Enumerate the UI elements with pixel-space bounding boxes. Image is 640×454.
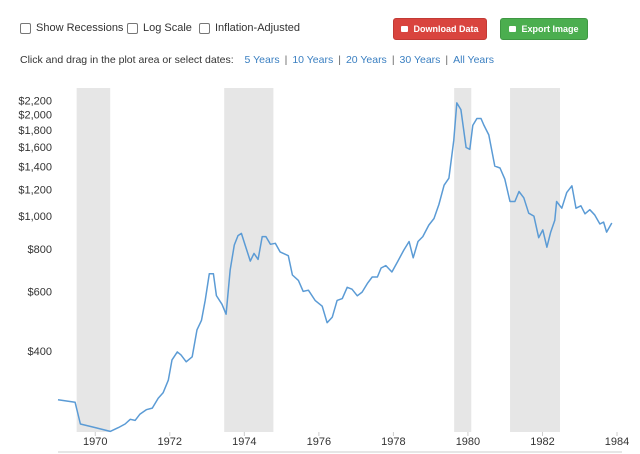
icon — [401, 26, 409, 32]
y-tick-label: $400 — [28, 346, 52, 358]
checkbox[interactable]: Show Recessions — [20, 22, 123, 34]
checkbox-label[interactable]: Log Scale — [143, 22, 192, 34]
checkbox[interactable]: Log Scale — [127, 22, 192, 34]
button-label[interactable]: Download Data — [413, 24, 479, 34]
download-button[interactable]: Download Data — [393, 18, 487, 40]
date-link[interactable]: All Years — [453, 54, 495, 66]
button-label[interactable]: Export Image — [521, 24, 579, 34]
link-separator: | — [284, 54, 288, 66]
date-link[interactable]: 5 Years — [244, 54, 280, 66]
link-separator: | — [445, 54, 449, 66]
recession-band — [510, 88, 560, 432]
date-selector: Click and drag in the plot area or selec… — [20, 54, 494, 66]
x-tick-label: 1978 — [381, 436, 405, 448]
y-tick-label: $1,000 — [18, 211, 52, 223]
x-tick-label: 1972 — [158, 436, 182, 448]
x-tick-label: 1982 — [530, 436, 554, 448]
y-tick-label: $600 — [28, 286, 52, 298]
x-tick-label: 1976 — [307, 436, 331, 448]
y-tick-label: $1,800 — [18, 125, 52, 137]
chart: $400 $600 $800 $1,000 $1,200 $1,400 $1,600 $1,8… — [18, 88, 629, 453]
checkbox-label[interactable]: Inflation-Adjusted — [215, 22, 300, 34]
date-link[interactable]: 20 Years — [345, 54, 387, 66]
x-tick-label: 1980 — [456, 436, 480, 448]
y-tick-label: $1,400 — [18, 162, 52, 174]
recession-band — [76, 88, 111, 432]
y-tick-label: $1,200 — [18, 184, 52, 196]
y-tick-label: $2,000 — [18, 109, 52, 121]
date-link[interactable]: 10 Years — [292, 54, 334, 66]
x-tick-label: 1970 — [83, 436, 107, 448]
checkbox[interactable]: Inflation-Adjusted — [199, 22, 300, 34]
x-tick-label: 1974 — [232, 436, 256, 448]
y-tick-label: $2,200 — [18, 95, 52, 107]
y-tick-label: $1,600 — [18, 142, 52, 154]
checkbox-box[interactable] — [127, 22, 138, 34]
link-separator: | — [391, 54, 395, 66]
recession-band — [454, 88, 472, 432]
x-tick-label: 1984 — [605, 436, 629, 448]
export-button[interactable]: Export Image — [500, 18, 588, 40]
y-tick-label: $800 — [28, 244, 52, 256]
price-line — [57, 102, 613, 433]
toolbar: Show Recessions Log Scale Inflation-Adju… — [0, 0, 640, 80]
checkbox-box[interactable] — [20, 22, 31, 34]
link-separator: | — [338, 54, 341, 66]
date-prompt: Click and drag in the plot area or selec… — [20, 54, 234, 66]
icon — [509, 26, 517, 32]
checkbox-label[interactable]: Show Recessions — [36, 22, 124, 34]
date-link[interactable]: 30 Years — [399, 54, 441, 66]
checkbox-box[interactable] — [199, 22, 210, 34]
